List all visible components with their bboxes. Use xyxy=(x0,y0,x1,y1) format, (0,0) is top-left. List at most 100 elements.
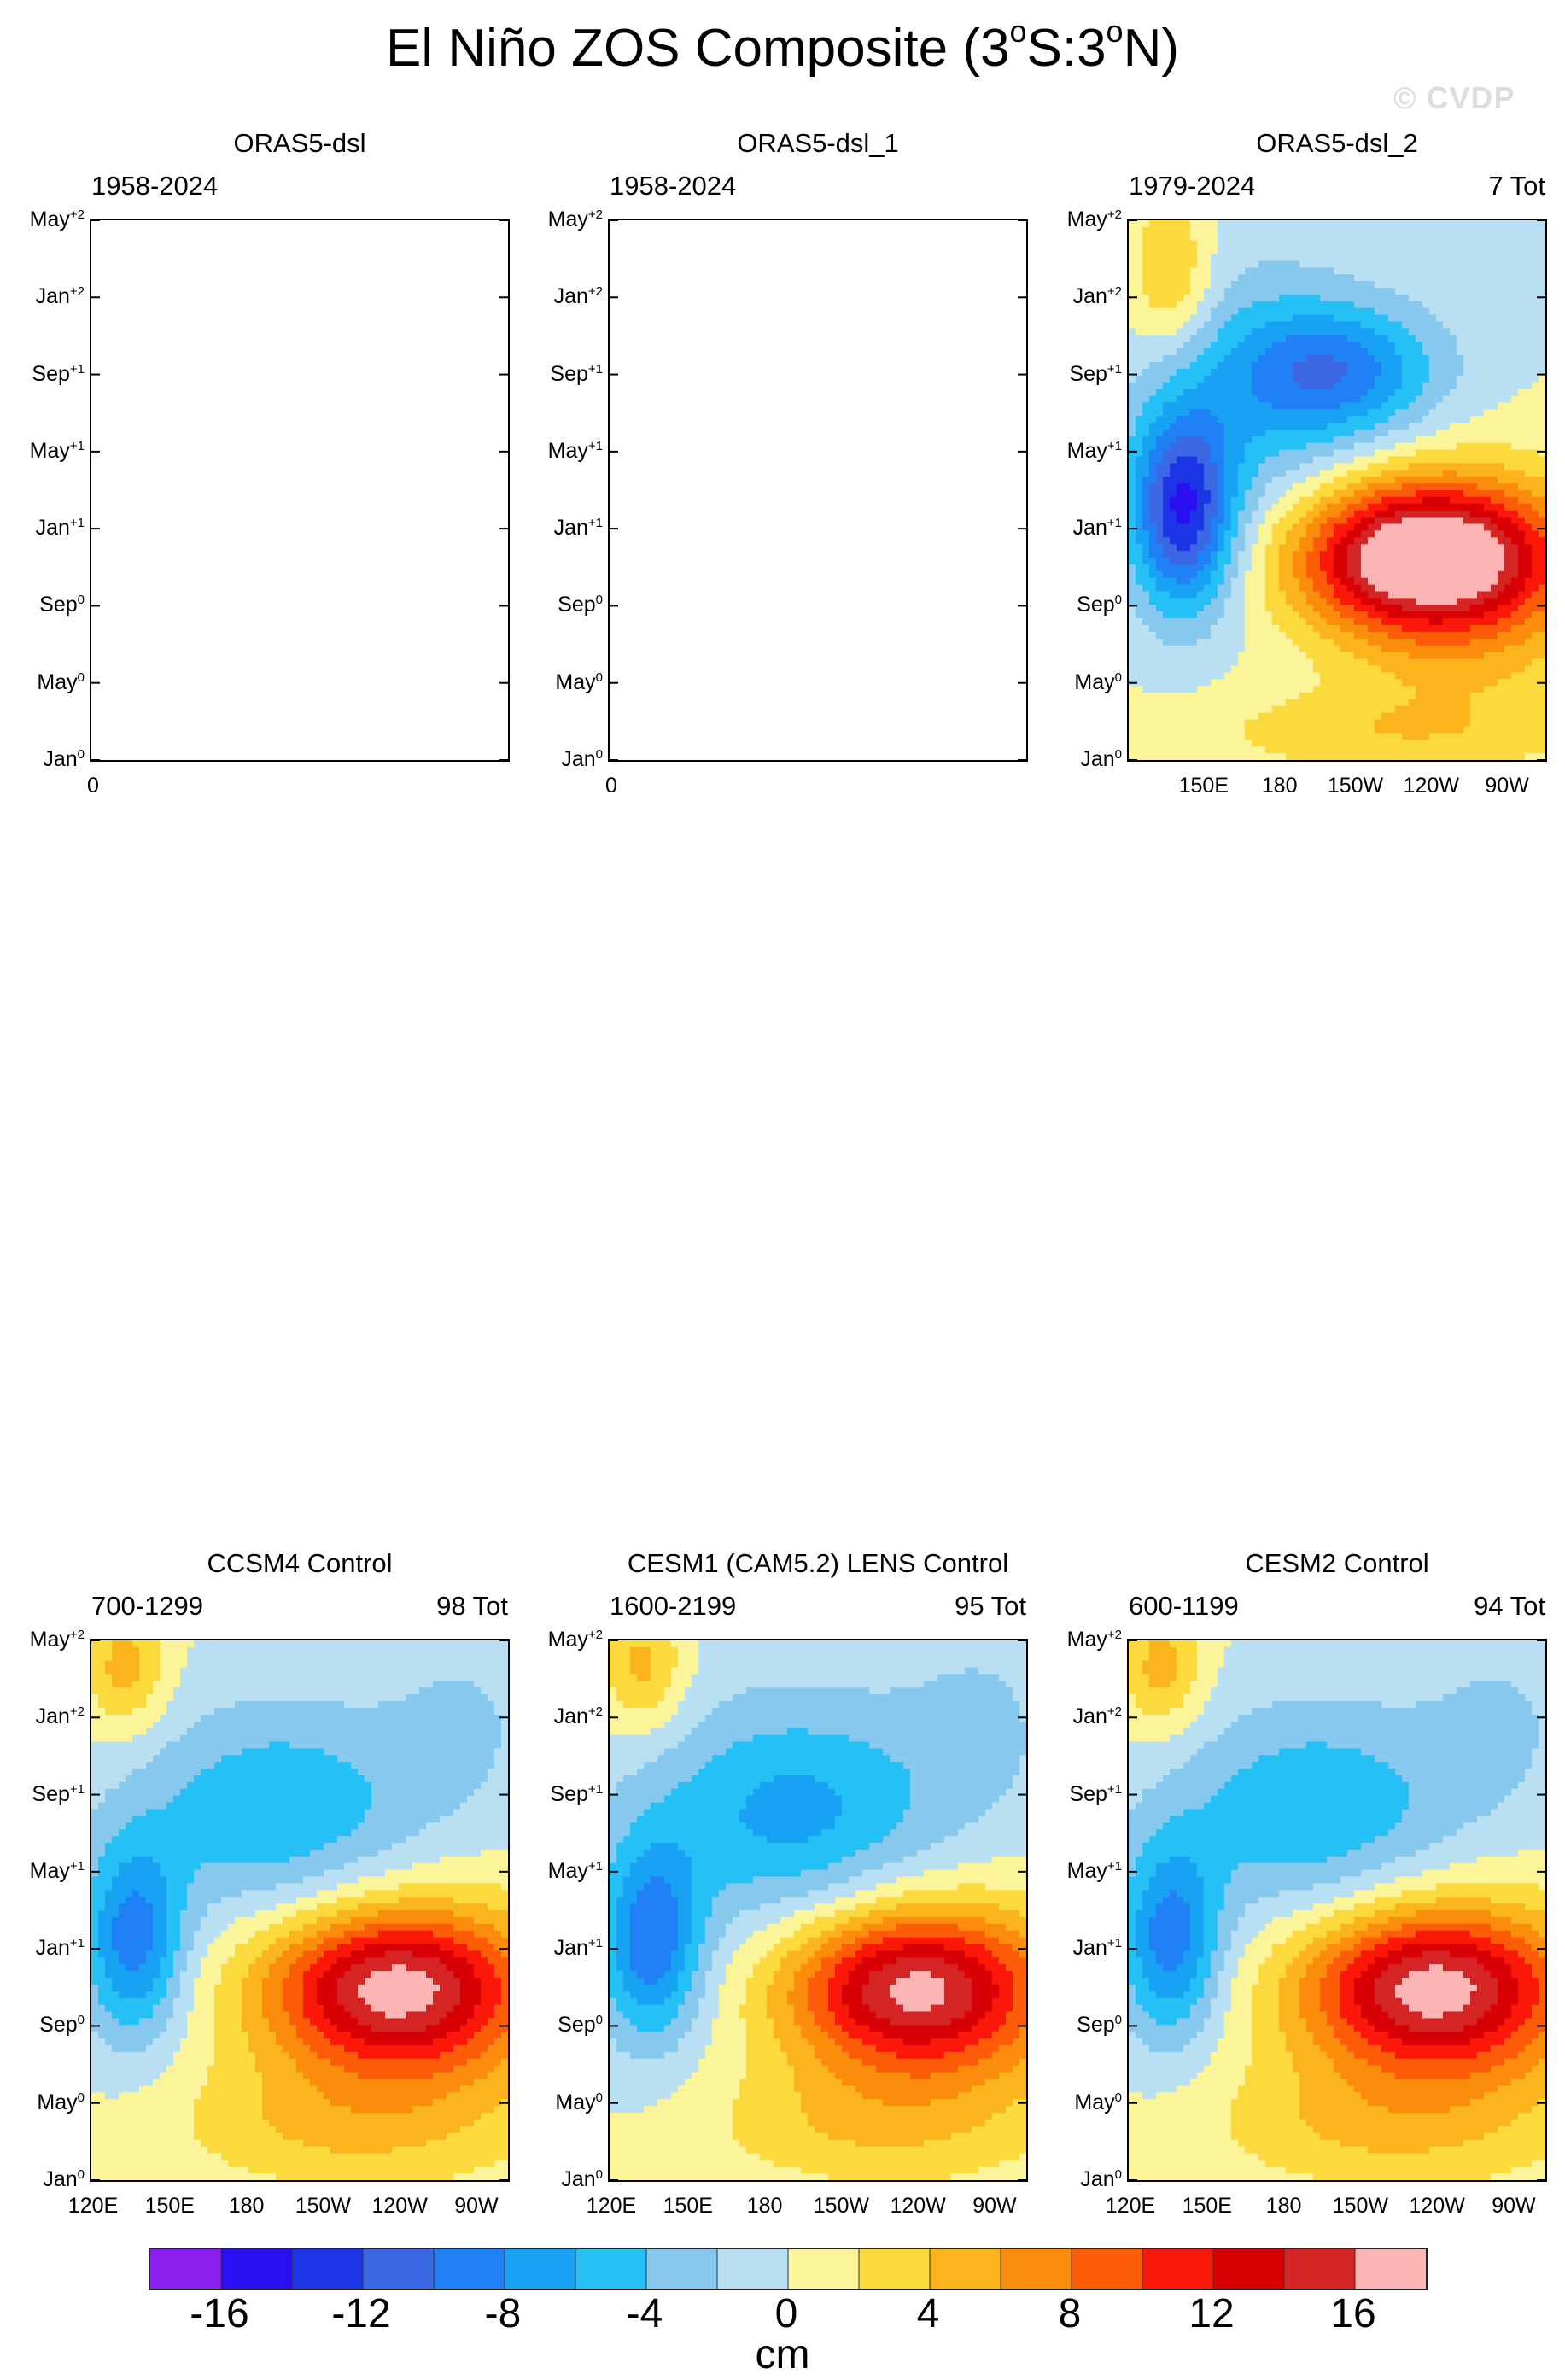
y-tick-label: Jan+2 xyxy=(35,284,85,309)
y-tick-label: Jan+2 xyxy=(1072,284,1122,309)
y-tick-label: Sep+1 xyxy=(1069,1781,1122,1806)
y-tick-label: Sep0 xyxy=(1077,593,1122,617)
panel-total-count: 95 Tot xyxy=(955,1591,1026,1621)
x-tick-label: 180 xyxy=(746,2194,783,2218)
colorbar-swatch xyxy=(1072,2249,1143,2289)
panel-total-count: 7 Tot xyxy=(1488,171,1545,201)
colorbar-swatch xyxy=(221,2249,293,2289)
y-tick-label: May+2 xyxy=(29,208,85,231)
panel-years: 1979-2024 xyxy=(1129,171,1256,201)
cvdp-watermark: © CVDP xyxy=(1393,80,1515,115)
y-tick-label: Sep0 xyxy=(1077,2013,1122,2038)
y-tick-label: Jan+2 xyxy=(1072,1705,1122,1729)
y-tick-label: Jan+2 xyxy=(553,1705,603,1729)
colorbar-swatch xyxy=(150,2249,222,2289)
colorbar-tick-label: 4 xyxy=(916,2291,940,2336)
x-tick-label: 180 xyxy=(1265,2194,1302,2218)
y-tick-label: May+1 xyxy=(29,1858,85,1883)
y-tick-label: May+2 xyxy=(547,208,603,231)
y-tick-label: Sep0 xyxy=(39,2013,85,2038)
x-tick-label: 150W xyxy=(813,2194,870,2218)
x-tick-label: 150E xyxy=(1178,774,1229,798)
y-tick-label: Sep0 xyxy=(39,593,85,617)
x-tick-label: 120W xyxy=(890,2194,946,2218)
y-tick-label: Jan+1 xyxy=(1072,516,1122,541)
x-tick-label: 120W xyxy=(371,2194,428,2218)
x-tick-label: 180 xyxy=(1261,774,1298,798)
panel-title: CCSM4 Control xyxy=(207,1548,393,1578)
y-tick-label: Jan+1 xyxy=(553,1936,603,1961)
y-tick-label: Jan+1 xyxy=(553,516,603,541)
panel-title: ORAS5-dsl_1 xyxy=(737,128,899,158)
y-tick-label: Jan+1 xyxy=(35,1936,85,1961)
y-tick-label: Sep+1 xyxy=(550,361,603,386)
colorbar-swatch xyxy=(505,2249,576,2289)
y-tick-label: May+1 xyxy=(547,1858,603,1883)
x-tick-label: 150E xyxy=(1182,2194,1232,2218)
y-tick-label: Sep0 xyxy=(558,2013,603,2038)
panel-years: 1958-2024 xyxy=(91,171,219,201)
y-tick-label: May+2 xyxy=(1066,1628,1122,1652)
colorbar-tick-label: -8 xyxy=(484,2291,522,2336)
colorbar-tick-label: -16 xyxy=(190,2291,249,2336)
panel-years: 1958-2024 xyxy=(610,171,737,201)
y-tick-label: May0 xyxy=(37,2090,85,2114)
x-tick-label: 120E xyxy=(67,2194,119,2218)
x-tick-label: 90W xyxy=(972,2194,1017,2218)
y-tick-label: Jan0 xyxy=(1080,747,1122,771)
y-tick-label: Sep+1 xyxy=(550,1781,603,1806)
y-tick-label: Sep0 xyxy=(558,593,603,617)
x-tick-label: 150E xyxy=(663,2194,713,2218)
y-tick-label: Jan+1 xyxy=(35,516,85,541)
y-tick-label: May+1 xyxy=(29,438,85,463)
x-tick-label: 120E xyxy=(1105,2194,1156,2218)
y-tick-label: Jan0 xyxy=(561,747,603,771)
x-tick-label: 150W xyxy=(295,2194,352,2218)
colorbar-tick-label: -4 xyxy=(626,2291,663,2336)
x-tick-label: 120W xyxy=(1409,2194,1465,2218)
hovmoller-plot xyxy=(90,1639,510,2182)
y-tick-label: Jan0 xyxy=(43,2167,85,2191)
x-tick-label: 90W xyxy=(1485,774,1529,798)
y-tick-label: Sep+1 xyxy=(32,361,85,386)
x-tick-label: 0 xyxy=(87,774,99,798)
colorbar-swatch xyxy=(1355,2249,1426,2289)
y-tick-label: Jan0 xyxy=(561,2167,603,2191)
figure-title: El Niño ZOS Composite (3oS:3oN) xyxy=(385,14,1179,79)
colorbar-swatch xyxy=(788,2249,860,2289)
panel-title: CESM1 (CAM5.2) LENS Control xyxy=(627,1548,1009,1578)
colorbar-swatch xyxy=(1001,2249,1072,2289)
panel-years: 1600-2199 xyxy=(610,1591,737,1621)
x-tick-label: 150W xyxy=(1327,774,1384,798)
x-tick-label: 150E xyxy=(144,2194,195,2218)
colorbar-tick-label: -12 xyxy=(331,2291,391,2336)
colorbar-swatch xyxy=(646,2249,718,2289)
x-tick-label: 150W xyxy=(1332,2194,1389,2218)
x-tick-label: 90W xyxy=(1492,2194,1536,2218)
y-tick-label: May+2 xyxy=(547,1628,603,1652)
colorbar-swatch xyxy=(1213,2249,1285,2289)
y-tick-label: May+2 xyxy=(1066,208,1122,231)
colorbar-swatch xyxy=(859,2249,931,2289)
hovmoller-plot xyxy=(1127,219,1547,762)
x-tick-label: 120E xyxy=(586,2194,637,2218)
y-tick-label: May+1 xyxy=(1066,1858,1122,1883)
y-tick-label: Sep+1 xyxy=(32,1781,85,1806)
panel-total-count: 98 Tot xyxy=(436,1591,508,1621)
hovmoller-plot xyxy=(1127,1639,1547,2182)
colorbar-swatch xyxy=(930,2249,1001,2289)
y-tick-label: Jan+2 xyxy=(553,284,603,309)
y-tick-label: May0 xyxy=(1074,670,1122,694)
colorbar-tick-label: 0 xyxy=(774,2291,798,2336)
y-tick-label: Jan0 xyxy=(43,747,85,771)
panel-years: 700-1299 xyxy=(91,1591,204,1621)
panel-title: ORAS5-dsl_2 xyxy=(1256,128,1418,158)
x-tick-label: 0 xyxy=(605,774,617,798)
colorbar-tick-label: 16 xyxy=(1330,2291,1376,2336)
y-tick-label: May+1 xyxy=(1066,438,1122,463)
y-tick-label: May0 xyxy=(37,670,85,694)
y-tick-label: Sep+1 xyxy=(1069,361,1122,386)
panel-total-count: 94 Tot xyxy=(1474,1591,1545,1621)
colorbar-swatch xyxy=(1142,2249,1214,2289)
colorbar-tick-label: 12 xyxy=(1188,2291,1235,2336)
